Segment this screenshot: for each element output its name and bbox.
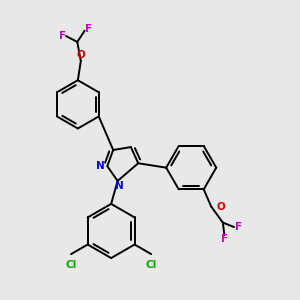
Text: Cl: Cl	[146, 260, 157, 270]
Text: F: F	[235, 222, 242, 232]
Text: N: N	[115, 181, 124, 191]
Text: N: N	[97, 161, 105, 171]
Text: F: F	[221, 234, 228, 244]
Text: F: F	[85, 24, 92, 34]
Text: F: F	[59, 31, 66, 41]
Text: O: O	[216, 202, 225, 212]
Text: O: O	[76, 50, 85, 60]
Text: Cl: Cl	[65, 260, 77, 270]
